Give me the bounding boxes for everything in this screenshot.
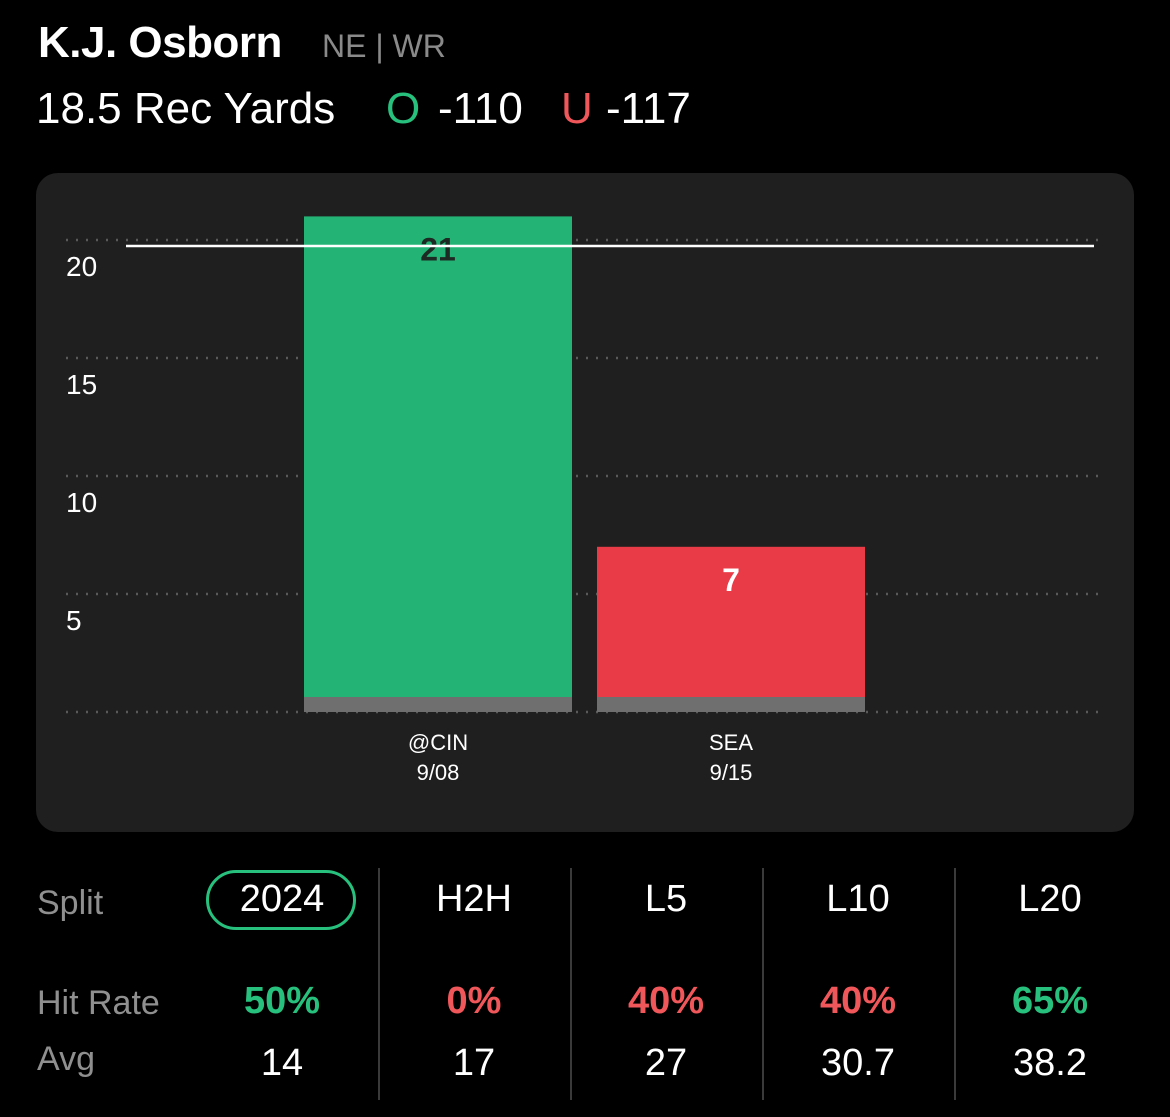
split-column-l5[interactable]: L5 40% 27 [570,868,762,1100]
y-tick-label: 5 [66,605,82,636]
splits-table: Split Hit Rate Avg 2024 50% 14 H2H 0% 17… [0,868,1170,1100]
split-tab-2024[interactable]: 2024 [239,878,325,920]
prop-line: 18.5 Rec Yards [36,84,336,133]
bar-chart: 5 10 15 20 21 @CIN 9/08 7 SEA 9/15 [66,216,1102,785]
x-date-label: 9/08 [417,760,460,785]
hit-rate-value: 40% [819,980,897,1022]
avg-value: 14 [260,1042,304,1084]
split-label: Split [37,884,104,922]
bar-value-label: 7 [722,562,740,598]
avg-label: Avg [37,1040,95,1078]
split-column-l10[interactable]: L10 40% 30.7 [762,868,954,1100]
x-category-label: @CIN [408,730,468,755]
player-name: K.J. Osborn [38,18,282,67]
split-column-l20[interactable]: L20 65% 38.2 [954,868,1146,1100]
team-position: NE | WR [322,28,446,64]
x-category-label: SEA [709,730,753,755]
y-tick-label: 15 [66,369,97,400]
x-date-label: 9/15 [710,760,753,785]
under-label: U [561,84,593,133]
under-odds: -117 [606,84,691,133]
selected-split-pill[interactable] [206,870,356,930]
split-tab-l5[interactable]: L5 [644,878,688,920]
column-divider [954,868,956,1100]
y-tick-label: 10 [66,487,97,518]
column-divider [762,868,764,1100]
over-label: O [386,84,421,133]
over-odds: -110 [438,84,523,133]
split-tab-l20[interactable]: L20 [1018,878,1082,920]
hit-rate-value: 0% [446,980,502,1022]
avg-value: 38.2 [1013,1042,1087,1084]
bar-value-label: 21 [420,231,456,267]
split-column-2024[interactable]: 2024 50% 14 [186,868,378,1100]
column-divider [570,868,572,1100]
hit-rate-value: 50% [243,980,321,1022]
split-tab-l10[interactable]: L10 [826,878,890,920]
y-tick-label: 20 [66,251,97,282]
hit-rate-value: 40% [627,980,705,1022]
bar [304,216,572,712]
bar [597,546,865,712]
column-divider [378,868,380,1100]
avg-value: 17 [452,1042,496,1084]
avg-value: 30.7 [821,1042,895,1084]
bar-base [304,697,572,712]
hit-rate-label: Hit Rate [37,984,160,1022]
hit-rate-value: 65% [1011,980,1089,1022]
bar-base [597,697,865,712]
split-column-h2h[interactable]: H2H 0% 17 [378,868,570,1100]
split-tab-h2h[interactable]: H2H [435,878,513,920]
chart-card: 5 10 15 20 21 @CIN 9/08 7 SEA 9/15 [36,173,1134,832]
avg-value: 27 [644,1042,688,1084]
